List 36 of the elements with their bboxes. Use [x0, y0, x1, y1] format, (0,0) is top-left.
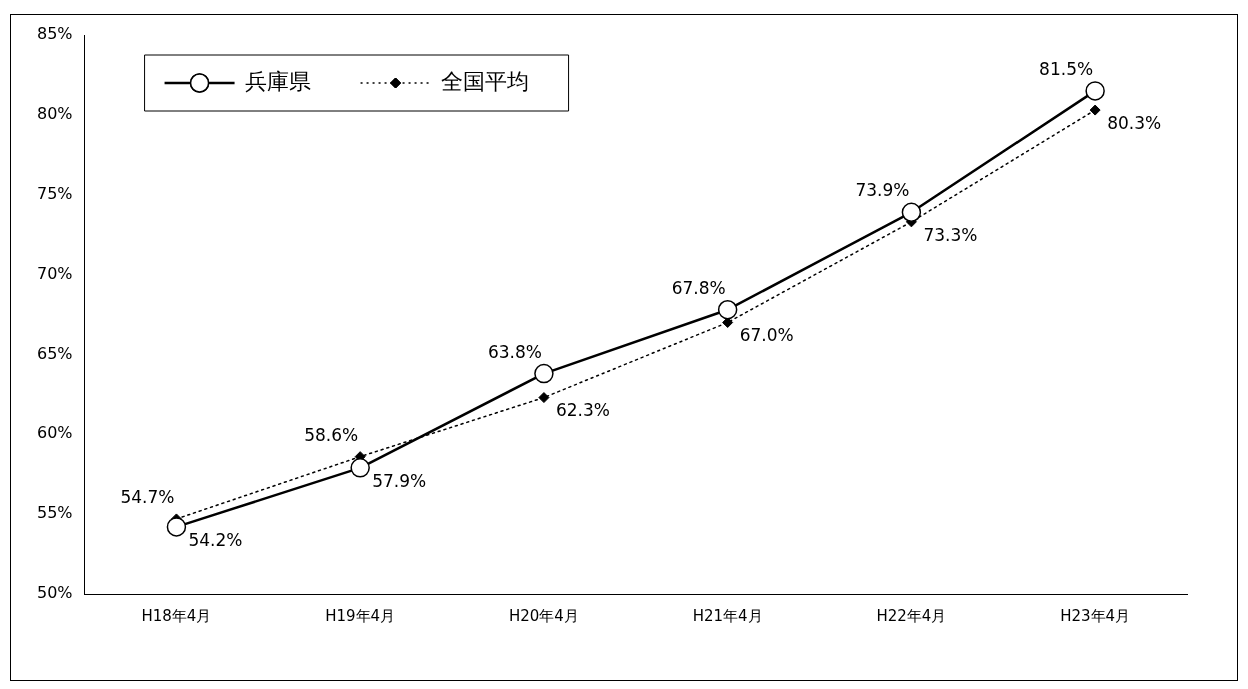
point [1085, 81, 1105, 101]
point [534, 363, 554, 384]
data-label: 73.9% [855, 180, 910, 201]
data-label: 58.6% [304, 424, 359, 445]
point [717, 299, 738, 320]
data-label: 54.2% [188, 529, 243, 550]
y-tick-label: 75% [37, 183, 73, 203]
data-label: 81.5% [1039, 58, 1094, 79]
x-tick-label: H18年4月 [141, 606, 212, 625]
point [538, 392, 550, 404]
x-tick-label: H23年4月 [1060, 606, 1131, 625]
x-tick-label: H19年4月 [325, 606, 396, 625]
y-tick-label: 65% [37, 343, 73, 363]
y-tick-label: 55% [37, 503, 73, 523]
x-tick-label: H21年4月 [692, 606, 763, 625]
y-tick-label: 80% [37, 104, 73, 124]
data-label: 57.9% [372, 470, 427, 491]
data-label: 80.3% [1107, 112, 1162, 133]
point [901, 202, 922, 223]
y-tick-label: 85% [37, 24, 73, 44]
data-label: 62.3% [555, 400, 610, 421]
legend-label: 全国平均 [440, 68, 529, 94]
point [166, 517, 187, 537]
y-tick-label: 50% [37, 583, 73, 603]
data-label: 67.8% [671, 277, 726, 298]
y-tick-label: 70% [37, 263, 73, 283]
y-tick-label: 60% [37, 423, 73, 443]
data-label: 63.8% [487, 341, 542, 362]
data-label: 54.7% [120, 486, 175, 507]
point [350, 458, 370, 478]
data-label: 67.0% [739, 325, 794, 346]
x-tick-label: H20年4月 [508, 606, 579, 625]
x-tick-label: H22年4月 [876, 606, 947, 625]
legend-label: 兵庫県 [244, 68, 311, 94]
point [1089, 104, 1101, 116]
data-label: 73.3% [923, 224, 978, 245]
